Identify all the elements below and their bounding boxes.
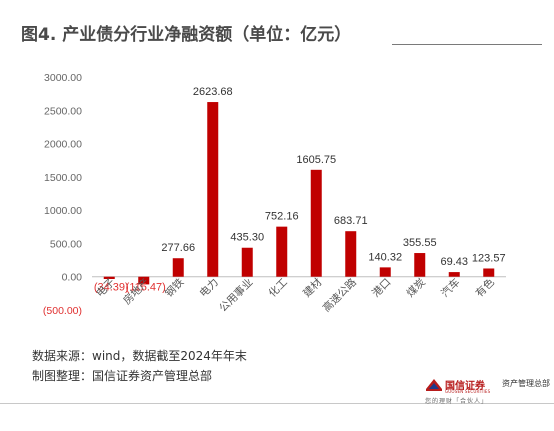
y-tick-label: 2500.00: [44, 105, 82, 117]
x-category-label: 钢铁: [162, 275, 186, 299]
chart-title: 图4. 产业债分行业净融资额（单位：亿元）: [21, 25, 352, 45]
bar-chart: (500.00) 0.00 500.00 1000.00 1500.00 2000.00 2…: [43, 72, 506, 317]
bar-10: [414, 253, 426, 277]
bar-8: [345, 231, 357, 277]
y-tick-label: (500.00): [43, 305, 82, 317]
footer-divider: [0, 403, 554, 404]
bar-2: [138, 276, 150, 285]
x-category-label: 电力: [197, 276, 221, 300]
y-tick-label: 500.00: [50, 238, 82, 250]
bar-value-label: 752.16: [265, 211, 299, 223]
x-category-label: 电子: [93, 276, 117, 300]
data-source-note: 数据来源：wind，数据截至2024年年末: [32, 349, 247, 363]
x-category-label: 煤炭: [404, 275, 428, 299]
x-category-label: 高速公路: [320, 275, 359, 314]
title-underline: [392, 44, 542, 45]
bar-11: [448, 272, 460, 277]
bar-value-label: 69.43: [440, 256, 468, 268]
logo-department: 资产管理总部: [502, 379, 550, 388]
bar-value-label: 2623.68: [193, 86, 233, 98]
bar-4: [207, 102, 219, 277]
x-category-label: 港口: [370, 276, 393, 299]
y-tick-label: 1000.00: [44, 205, 82, 217]
bar-value-label: (115.47): [126, 282, 166, 294]
x-category-label: 有色: [473, 275, 497, 299]
bar-1: [103, 276, 115, 280]
bar-value-label: 355.55: [403, 237, 437, 249]
x-category-label: 公用事业: [216, 276, 255, 315]
bar-value-label: (34.39): [94, 282, 129, 294]
bar-value-label: 683.71: [334, 215, 368, 227]
company-logo: 国信证券 GUOSEN SECURITIES 资产管理总部 您的理财「合伙人」: [425, 376, 550, 406]
bar-value-label: 140.32: [368, 251, 402, 263]
logo-company-english: GUOSEN SECURITIES: [445, 389, 491, 394]
logo-slogan: 您的理财「合伙人」: [425, 398, 489, 405]
bar-5: [241, 247, 253, 277]
bar-12: [483, 268, 495, 277]
bar-value-label: 277.66: [161, 242, 195, 254]
bar-value-label: 123.57: [472, 252, 506, 264]
y-tick-label: 2000.00: [44, 139, 82, 151]
x-category-label: 化工: [266, 276, 290, 300]
x-category-label: 汽车: [438, 276, 462, 300]
y-tick-label: 1500.00: [44, 172, 82, 184]
bar-6: [276, 226, 288, 277]
x-category-label: 建材: [300, 275, 324, 299]
guosen-logo-icon: [426, 379, 442, 391]
y-tick-label: 3000.00: [44, 72, 82, 84]
chart-credit-note: 制图整理：国信证券资产管理总部: [32, 369, 213, 383]
y-tick-label: 0.00: [62, 272, 83, 284]
bar-value-label: 435.30: [230, 232, 264, 244]
bar-7: [310, 169, 322, 277]
bar-value-label: 1605.75: [296, 154, 336, 166]
bar-3: [172, 258, 184, 277]
bar-9: [379, 267, 391, 277]
logo-company-name: 国信证券: [445, 381, 485, 392]
